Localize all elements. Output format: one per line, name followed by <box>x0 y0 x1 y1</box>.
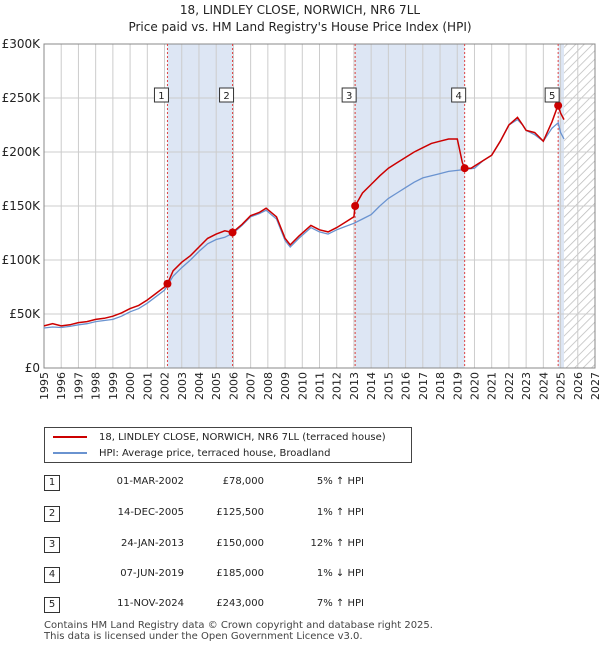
transaction-price: £125,500 <box>216 507 264 518</box>
x-tick-label: 2003 <box>176 372 189 400</box>
sale-point <box>351 202 360 210</box>
sale-label-box <box>153 87 169 103</box>
transaction-date: 24-JAN-2013 <box>120 538 184 549</box>
y-tick-label: £150K <box>2 199 42 213</box>
x-tick-label: 2015 <box>382 372 395 400</box>
sale-label-text: 4 <box>455 91 461 102</box>
x-tick-label: 2005 <box>210 372 223 400</box>
sale-label: 1 <box>153 87 169 103</box>
x-tick-label: 2017 <box>417 372 430 400</box>
x-tick-label: 2004 <box>193 372 206 400</box>
chart-title: 18, LINDLEY CLOSE, NORWICH, NR6 7LL <box>179 3 421 17</box>
x-tick-label: 2001 <box>141 372 154 400</box>
sale-label-text: 5 <box>549 91 555 102</box>
property-series-line <box>43 103 565 327</box>
transaction-date: 14-DEC-2005 <box>117 507 184 518</box>
legend-hpi: HPI: Average price, terraced house, Broa… <box>53 445 330 461</box>
sale-point <box>163 279 172 288</box>
transaction-number: 1 <box>44 475 60 491</box>
transaction-price: £243,000 <box>216 598 264 609</box>
transaction-row: 2 14-DEC-2005 £125,500 1% ↑ HPI <box>44 506 464 522</box>
y-tick-label: £300K <box>2 37 42 51</box>
sale-point <box>228 228 237 237</box>
transaction-row: 5 11-NOV-2024 £243,000 7% ↑ HPI <box>44 597 464 613</box>
x-tick-label: 2007 <box>245 372 258 400</box>
x-tick-label: 1998 <box>90 372 103 400</box>
x-tick-label: 1995 <box>38 372 51 400</box>
y-tick-label: £100K <box>2 253 42 267</box>
transaction-date: 01-MAR-2002 <box>116 476 184 487</box>
x-tick-label: 2025 <box>555 372 568 400</box>
sale-label-box <box>219 87 235 103</box>
x-tick-label: 1999 <box>107 372 120 400</box>
sale-label-text: 2 <box>223 91 229 102</box>
transaction-hpi: 1% ↑ HPI <box>316 507 364 518</box>
transaction-number: 5 <box>44 597 60 613</box>
transaction-row: 1 01-MAR-2002 £78,000 5% ↑ HPI <box>44 475 464 491</box>
sale-label: 4 <box>451 87 467 103</box>
transaction-number: 4 <box>44 567 60 583</box>
footer-licence: This data is licensed under the Open Gov… <box>44 631 363 642</box>
sale-label-text: 1 <box>158 91 164 102</box>
sale-label: 3 <box>341 87 357 103</box>
x-tick-label: 2018 <box>434 372 447 400</box>
plot-border <box>43 43 596 369</box>
sale-label-text: 3 <box>346 91 352 102</box>
y-tick-label: £200K <box>2 145 42 159</box>
transaction-price: £150,000 <box>216 538 264 549</box>
transaction-number: 2 <box>44 506 60 522</box>
transaction-date: 11-NOV-2024 <box>117 598 184 609</box>
transaction-row: 3 24-JAN-2013 £150,000 12% ↑ HPI <box>44 537 464 553</box>
x-tick-label: 2008 <box>262 372 275 400</box>
transaction-hpi: 7% ↑ HPI <box>316 598 364 609</box>
x-tick-label: 2027 <box>589 372 600 400</box>
x-tick-label: 2012 <box>331 372 344 400</box>
transaction-number: 3 <box>44 537 60 553</box>
sale-point <box>554 101 563 110</box>
legend-property-swatch <box>53 436 87 438</box>
x-tick-label: 2000 <box>124 372 137 400</box>
chart-subtitle: Price paid vs. HM Land Registry's House … <box>128 20 472 34</box>
x-tick-label: 2020 <box>468 372 481 400</box>
footer-copyright: Contains HM Land Registry data © Crown c… <box>44 620 433 631</box>
x-tick-label: 2009 <box>279 372 292 400</box>
transaction-price: £185,000 <box>216 568 264 579</box>
legend-hpi-label: HPI: Average price, terraced house, Broa… <box>99 447 331 459</box>
x-tick-label: 2006 <box>227 372 240 400</box>
sale-label: 2 <box>219 87 235 103</box>
legend-property: 18, LINDLEY CLOSE, NORWICH, NR6 7LL (ter… <box>53 429 386 445</box>
x-tick-label: 1996 <box>55 372 68 400</box>
legend-property-label: 18, LINDLEY CLOSE, NORWICH, NR6 7LL (ter… <box>99 431 386 443</box>
transaction-price: £78,000 <box>222 476 264 487</box>
x-tick-label: 2011 <box>314 372 327 400</box>
x-tick-label: 2016 <box>400 372 413 400</box>
price-chart: £0 £50K £100K £150K £200K £250K £300K 1995 1996 1… <box>2 37 600 400</box>
x-tick-label: 2021 <box>486 372 499 400</box>
transaction-row: 4 07-JUN-2019 £185,000 1% ↓ HPI <box>44 567 464 583</box>
x-tick-label: 2024 <box>537 372 550 400</box>
legend-hpi-swatch <box>53 452 87 454</box>
sale-label-box <box>544 87 560 103</box>
y-tick-label: £250K <box>2 91 42 105</box>
sale-label: 5 <box>544 87 560 103</box>
x-tick-label: 2013 <box>348 372 361 400</box>
x-tick-label: 2002 <box>159 372 172 400</box>
x-tick-label: 2026 <box>572 372 585 400</box>
y-tick-label: £0 <box>25 361 40 375</box>
sale-label-box <box>341 87 357 103</box>
transaction-date: 07-JUN-2019 <box>120 568 184 579</box>
x-tick-label: 2014 <box>365 372 378 400</box>
sale-point <box>460 164 469 173</box>
x-tick-label: 2019 <box>451 372 464 400</box>
sale-label-box <box>451 87 467 103</box>
x-tick-label: 1997 <box>72 372 85 400</box>
x-tick-label: 2010 <box>296 372 309 400</box>
transaction-hpi: 1% ↓ HPI <box>316 568 364 579</box>
x-tick-label: 2022 <box>503 372 516 400</box>
y-tick-label: £50K <box>9 307 41 321</box>
legend: 18, LINDLEY CLOSE, NORWICH, NR6 7LL (ter… <box>44 427 412 463</box>
transaction-hpi: 12% ↑ HPI <box>310 538 364 549</box>
x-tick-label: 2023 <box>520 372 533 400</box>
transaction-hpi: 5% ↑ HPI <box>316 476 364 487</box>
